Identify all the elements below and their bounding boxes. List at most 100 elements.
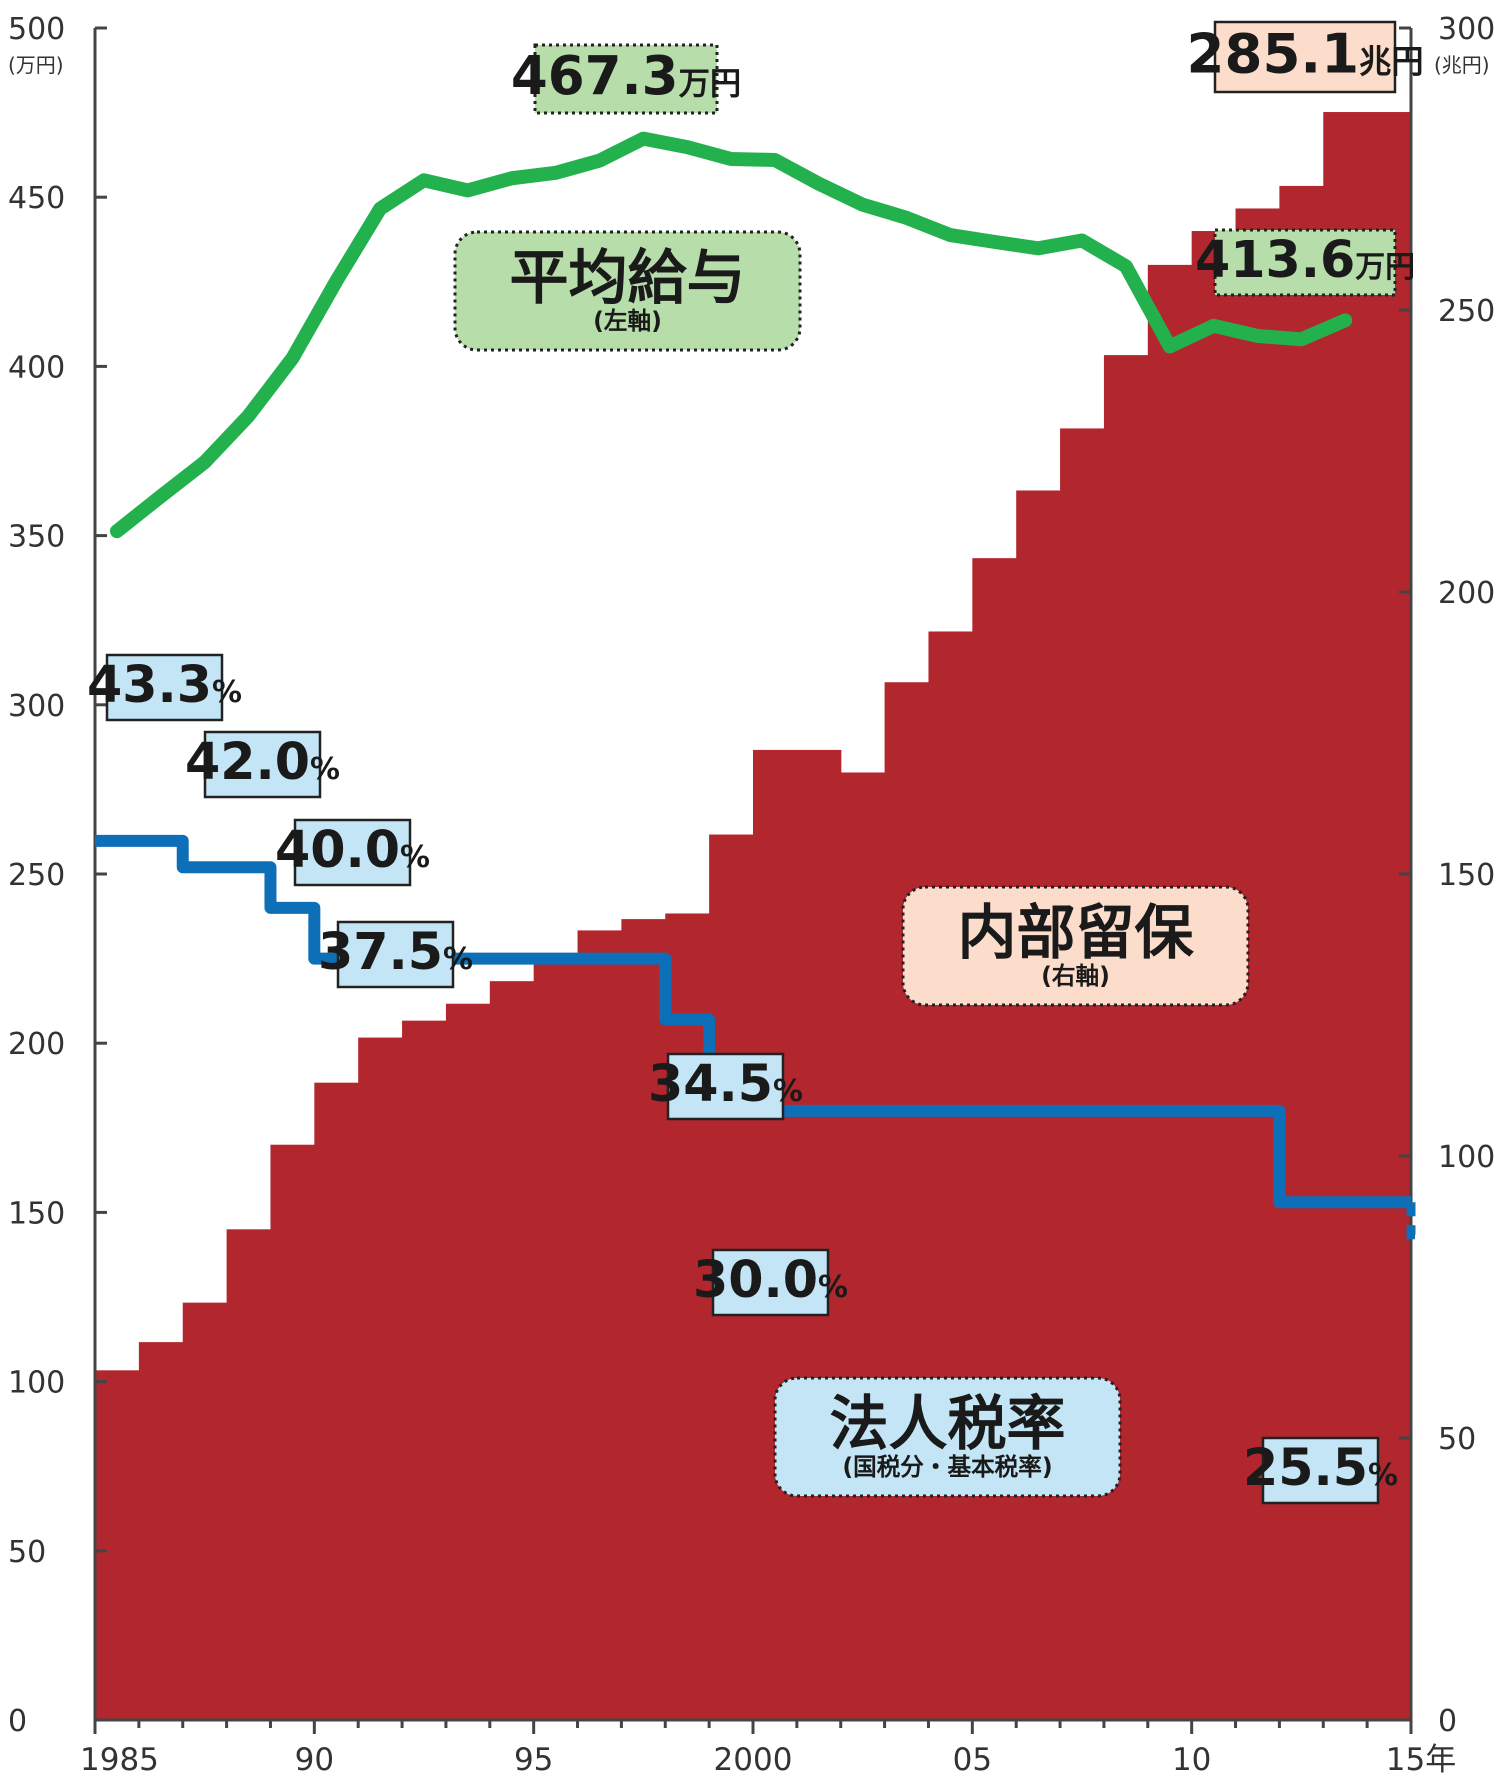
right-tick-label: 50: [1438, 1422, 1476, 1457]
tax-rate-label-value: 37.5: [318, 922, 443, 981]
right-tick-label: 100: [1438, 1140, 1495, 1175]
tax-rate-projected-line: [1406, 1202, 1416, 1240]
bar: [884, 682, 930, 1720]
left-tick-label: 50: [8, 1535, 46, 1570]
bar: [226, 1229, 272, 1720]
tax-rate-label-text: 43.3%: [87, 655, 242, 714]
bar: [1103, 355, 1149, 1720]
retained-earnings-end-label-text: 285.1兆円: [1186, 21, 1423, 85]
bar: [665, 913, 710, 1720]
tax-rate-label: 37.5%: [318, 920, 473, 989]
left-tick-label: 400: [8, 350, 65, 385]
left-axis-unit: (万円): [8, 53, 64, 77]
axes: 050100150200250300350400450500(万円)050100…: [8, 12, 1495, 1778]
bar: [138, 1342, 184, 1720]
salary-max-label-box: [533, 43, 719, 115]
tax-rate-label: 40.0%: [275, 818, 430, 887]
tax-rate-label-text: 30.0%: [693, 1250, 848, 1309]
salary-max-label-unit: 万円: [679, 66, 742, 102]
tax-rate-label-value: 42.0: [185, 732, 310, 791]
tax-rate-label: 42.0%: [185, 730, 340, 799]
tax-rate-label-text: 42.0%: [185, 732, 340, 791]
bar: [402, 1020, 447, 1720]
bar: [796, 749, 842, 1720]
left-tick-label: 200: [8, 1027, 65, 1062]
x-tick-label: 1985: [80, 1742, 159, 1778]
salary-end-label-box: [1213, 228, 1397, 297]
retained-earnings-series-label-subtitle: (右軸): [1041, 962, 1110, 990]
annotation-labels: 平均給与(左軸)内部留保(右軸)法人税率(国税分・基本税率)467.3万円413…: [87, 20, 1424, 1505]
tax-rate-series-label: 法人税率(国税分・基本税率): [773, 1376, 1122, 1498]
right-tick-label: 300: [1438, 12, 1495, 47]
bar: [840, 772, 886, 1720]
salary-end-label-unit: 万円: [1355, 250, 1415, 285]
x-tick-label: 05: [953, 1742, 992, 1778]
tax-rate-label-unit: %: [773, 1074, 803, 1109]
tax-rate-label-value: 40.0: [275, 820, 400, 879]
bar: [577, 930, 622, 1720]
left-tick-label: 0: [8, 1704, 27, 1739]
retained-earnings-end-label-value: 285.1: [1186, 21, 1359, 85]
tax-rate-label-box: [711, 1248, 830, 1317]
x-tick-label: 10: [1172, 1742, 1211, 1778]
x-tick-label: 95: [514, 1742, 553, 1778]
retained-earnings-series-label-box: [901, 885, 1250, 1007]
tax-rate-line: [95, 834, 1411, 1209]
salary-max-label-text: 467.3万円: [511, 45, 741, 107]
salary-series-label-subtitle: (左軸): [593, 307, 662, 335]
right-axis-unit: (兆円): [1434, 53, 1490, 77]
average-salary-line: [109, 131, 1353, 539]
tax-rate-label-value: 30.0: [693, 1250, 818, 1309]
tax-rate-label: 30.0%: [693, 1248, 848, 1317]
tax-rate-step-line: [95, 834, 1416, 1240]
left-tick-label: 100: [8, 1366, 65, 1401]
bar: [358, 1037, 403, 1720]
right-tick-label: 150: [1438, 858, 1495, 893]
tax-rate-label-value: 25.5: [1243, 1438, 1368, 1497]
bar: [972, 558, 1017, 1721]
bar: [753, 749, 798, 1720]
salary-series-label-box: [453, 230, 802, 352]
tax-rate-label-text: 37.5%: [318, 922, 473, 981]
tax-rate-label-unit: %: [443, 942, 473, 977]
tax-rate-label-value: 34.5: [648, 1054, 773, 1113]
tax-rate-label-box: [666, 1052, 785, 1121]
right-tick-label: 200: [1438, 576, 1495, 611]
tax-rate-label-text: 34.5%: [648, 1054, 803, 1113]
salary-max-label-value: 467.3: [511, 45, 679, 107]
left-tick-label: 250: [8, 858, 65, 893]
salary-end-label-text: 413.6万円: [1195, 230, 1415, 289]
tax-rate-series-label-title: 法人税率: [829, 1389, 1065, 1458]
tax-rate-label-box: [105, 653, 224, 722]
bar: [533, 964, 579, 1720]
salary-end-label: 413.6万円: [1195, 228, 1415, 297]
bar: [314, 1082, 359, 1720]
tax-rate-label-unit: %: [212, 675, 242, 710]
bar: [621, 919, 666, 1720]
retained-earnings-end-label: 285.1兆円: [1186, 20, 1424, 94]
tax-rate-label-box: [203, 730, 322, 799]
tax-rate-series-label-subtitle: (国税分・基本税率): [842, 1453, 1052, 1481]
tax-rate-label-value: 43.3: [87, 655, 212, 714]
tax-rate-label: 34.5%: [648, 1052, 803, 1121]
left-tick-label: 150: [8, 1196, 65, 1231]
tax-rate-label-unit: %: [310, 752, 340, 787]
salary-series-label-title: 平均給与: [509, 243, 745, 312]
left-tick-label: 350: [8, 520, 65, 555]
left-tick-label: 300: [8, 689, 65, 724]
salary-end-label-value: 413.6: [1195, 230, 1355, 289]
bar: [182, 1302, 228, 1720]
bar: [928, 631, 973, 1720]
tax-rate-label-box: [336, 920, 455, 989]
left-tick-label: 450: [8, 181, 65, 216]
bar: [270, 1144, 315, 1720]
tax-rate-label-unit: %: [1368, 1458, 1398, 1493]
tax-rate-label-text: 40.0%: [275, 820, 430, 879]
bar: [95, 1370, 140, 1720]
tax-rate-label-text: 25.5%: [1243, 1438, 1398, 1497]
retained-earnings-end-label-unit: 兆円: [1359, 42, 1423, 80]
left-tick-label: 500: [8, 12, 65, 47]
retained-earnings-end-label-box: [1213, 20, 1397, 94]
bar: [1060, 428, 1105, 1721]
